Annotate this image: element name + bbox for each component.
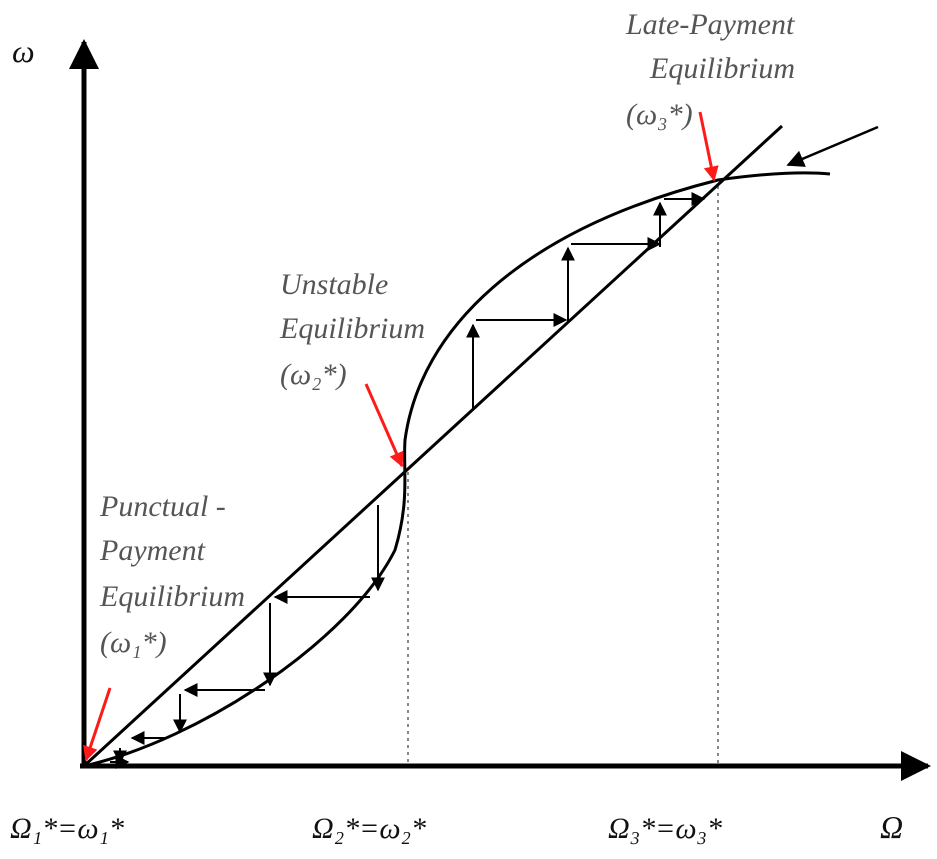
svg-text:Equilibrium: Equilibrium (99, 580, 245, 613)
upper-cobweb (466, 192, 706, 410)
svg-text:Unstable: Unstable (280, 268, 388, 301)
equilibrium-pointers (83, 111, 719, 762)
x-tick-omega3: Ω₃*=ω₃* (608, 812, 722, 845)
svg-text:(ω₁*): (ω₁*) (100, 626, 167, 659)
pointer-unstable (364, 383, 404, 468)
x-tick-omega1: Ω₁*=ω₁* (10, 812, 124, 845)
pointer-punctual (83, 687, 112, 762)
axes (69, 39, 931, 781)
svg-text:Payment: Payment (99, 534, 206, 567)
guide-lines (407, 186, 719, 766)
svg-text:(ω₂*): (ω₂*) (280, 358, 347, 391)
forty-five-degree-line (82, 124, 784, 768)
x-tick-omega2: Ω₂*=ω₂* (312, 812, 426, 845)
svg-text:(ω₃*): (ω₃*) (626, 98, 693, 131)
y-axis-label: ω (12, 33, 35, 69)
late-payment-label: Late-Payment Equilibrium (ω₃*) (625, 8, 795, 131)
approach-arrow (786, 125, 879, 167)
lower-cobweb (110, 505, 385, 769)
unstable-label: Unstable Equilibrium (ω₂*) (279, 268, 425, 391)
punctual-payment-label: Punctual - Payment Equilibrium (ω₁*) (99, 490, 245, 659)
x-axis-label: Ω (880, 809, 903, 845)
svg-text:Late-Payment: Late-Payment (625, 8, 795, 41)
svg-text:Equilibrium: Equilibrium (649, 52, 795, 85)
svg-text:Punctual -: Punctual - (99, 490, 226, 523)
svg-text:Equilibrium: Equilibrium (279, 312, 425, 345)
pointer-late (698, 111, 719, 182)
